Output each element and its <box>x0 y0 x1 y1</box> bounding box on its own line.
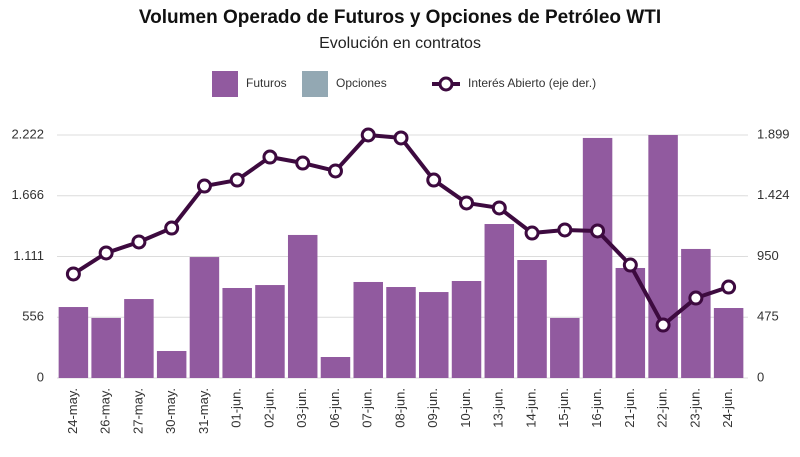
bar <box>517 259 547 378</box>
bar <box>713 308 744 378</box>
y2-tick-label: 1.899 <box>757 126 790 141</box>
line-marker <box>655 317 671 333</box>
line-marker <box>491 200 507 216</box>
line-marker <box>295 155 311 171</box>
bar <box>287 234 318 378</box>
x-tick-label: 14-jun. <box>523 388 538 428</box>
y-tick-label: 556 <box>22 309 44 324</box>
legend-label: Interés Abierto (eje der.) <box>468 76 596 90</box>
line-marker <box>590 223 606 239</box>
y2-tick-label: 0 <box>757 369 764 384</box>
bar <box>550 317 580 378</box>
x-tick-label: 24-may. <box>65 388 80 434</box>
bar <box>484 224 515 378</box>
bar <box>222 287 252 378</box>
y2-tick-label: 1.424 <box>757 187 790 202</box>
line-marker <box>393 130 409 146</box>
bar <box>58 307 89 378</box>
y2-tick-label: 475 <box>757 309 779 324</box>
bar <box>91 317 121 378</box>
x-tick-label: 13-jun. <box>491 388 506 428</box>
x-tick-label: 02-jun. <box>261 388 276 428</box>
bar <box>353 281 383 378</box>
legend-label: Opciones <box>336 76 387 90</box>
x-tick-label: 03-jun. <box>294 388 309 428</box>
legend-swatch <box>302 71 328 97</box>
x-tick-label: 30-may. <box>163 388 178 434</box>
line-marker <box>426 172 442 188</box>
x-tick-label: 24-jun. <box>720 388 735 428</box>
bar <box>451 280 482 378</box>
y-tick-label: 1.666 <box>11 187 44 202</box>
bar <box>419 292 449 378</box>
line-marker <box>98 245 114 261</box>
x-tick-label: 08-jun. <box>392 388 407 428</box>
x-tick-label: 31-may. <box>196 388 211 434</box>
x-tick-label: 10-jun. <box>458 388 473 428</box>
y-tick-label: 2.222 <box>11 126 44 141</box>
bar <box>648 135 678 378</box>
line-marker <box>721 279 737 295</box>
line-marker <box>327 163 343 179</box>
bar <box>189 257 220 378</box>
x-tick-label: 27-may. <box>130 388 145 434</box>
x-tick-label: 21-jun. <box>622 388 637 428</box>
line-marker <box>622 257 638 273</box>
chart-subtitle: Evolución en contratos <box>319 35 481 52</box>
x-tick-label: 22-jun. <box>655 388 670 428</box>
x-tick-label: 15-jun. <box>556 388 571 428</box>
bar <box>320 357 351 378</box>
bar <box>582 137 613 378</box>
legend-label: Futuros <box>246 76 287 90</box>
line-marker <box>196 178 212 194</box>
line-marker <box>262 149 278 165</box>
y-tick-label: 1.111 <box>13 248 44 263</box>
line-marker <box>524 225 540 241</box>
y2-tick-label: 950 <box>757 248 779 263</box>
line-marker <box>65 266 81 282</box>
line-marker <box>459 195 475 211</box>
bar <box>681 248 711 378</box>
bar <box>255 285 285 378</box>
y-tick-label: 0 <box>37 369 44 384</box>
x-tick-label: 09-jun. <box>425 388 440 428</box>
x-tick-label: 01-jun. <box>229 388 244 428</box>
line-marker <box>229 172 245 188</box>
x-tick-label: 06-jun. <box>327 388 342 428</box>
line-marker <box>360 127 376 143</box>
x-tick-label: 16-jun. <box>589 388 604 428</box>
x-tick-label: 26-may. <box>98 388 113 434</box>
bar <box>156 350 187 378</box>
bar <box>386 287 416 378</box>
bar <box>124 299 154 378</box>
legend-marker <box>438 76 454 92</box>
line-marker <box>688 290 704 306</box>
x-tick-label: 07-jun. <box>360 388 375 428</box>
line-marker <box>557 222 573 238</box>
line-marker <box>164 220 180 236</box>
x-tick-label: 23-jun. <box>687 388 702 428</box>
line-marker <box>131 234 147 250</box>
chart-title: Volumen Operado de Futuros y Opciones de… <box>139 7 661 28</box>
legend-swatch <box>212 71 238 97</box>
